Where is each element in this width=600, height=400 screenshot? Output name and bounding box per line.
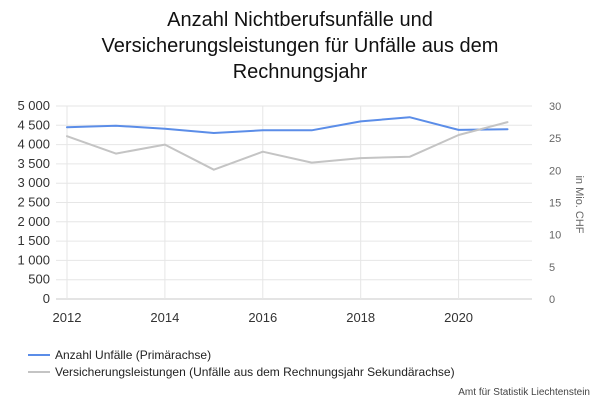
x-tick-label: 2012 <box>53 310 82 325</box>
legend-label-2: Versicherungsleistungen (Unfälle aus dem… <box>55 365 455 379</box>
y-left-tick-label: 2 500 <box>17 195 50 210</box>
y-left-tick-label: 1 500 <box>17 233 50 248</box>
y-right-tick-label: 10 <box>549 230 561 242</box>
y-right-tick-label: 0 <box>549 294 555 306</box>
x-tick-label: 2014 <box>150 310 179 325</box>
x-tick-label: 2016 <box>248 310 277 325</box>
y-left-tick-label: 500 <box>28 272 50 287</box>
y-right-tick-label: 15 <box>549 198 561 210</box>
series-line-2 <box>66 121 509 171</box>
y-right-tick-label: 30 <box>549 101 561 113</box>
source-credit: Amt für Statistik Liechtenstein <box>458 387 590 398</box>
chart-title-line-3: Rechnungsjahr <box>233 61 368 83</box>
y-left-tick-label: 1 000 <box>17 252 50 267</box>
legend-label-1: Anzahl Unfälle (Primärachse) <box>55 348 211 362</box>
y-left-tick-label: 4 500 <box>17 117 50 132</box>
x-tick-label: 2018 <box>346 310 375 325</box>
x-tick-label: 2020 <box>444 310 473 325</box>
chart-title: Anzahl Nichtberufsunfälle und Versicheru… <box>102 9 499 83</box>
y-left-tick-label: 3 000 <box>17 175 50 190</box>
axes: 0 500 1 000 1 500 2 000 2 500 3 000 3 500 4 000 4… <box>17 98 585 325</box>
y-right-tick-label: 25 <box>549 133 561 145</box>
y-left-tick-label: 2 000 <box>17 214 50 229</box>
legend: Anzahl Unfälle (Primärachse) Versicherung… <box>28 348 455 379</box>
y-left-tick-label: 0 <box>43 291 50 306</box>
chart-title-line-2: Versicherungsleistungen für Unfälle aus … <box>102 35 499 57</box>
y-left-tick-label: 5 000 <box>17 98 50 113</box>
y-right-tick-label: 5 <box>549 262 555 274</box>
y-right-tick-label: 20 <box>549 165 561 177</box>
series-lines <box>66 116 509 171</box>
y-right-axis-title: in Mio. CHF <box>573 175 585 233</box>
y-left-tick-label: 3 500 <box>17 156 50 171</box>
chart-title-line-1: Anzahl Nichtberufsunfälle und <box>167 9 433 31</box>
series-line-1 <box>66 116 509 134</box>
gridlines <box>56 105 532 300</box>
y-left-tick-label: 4 000 <box>17 137 50 152</box>
